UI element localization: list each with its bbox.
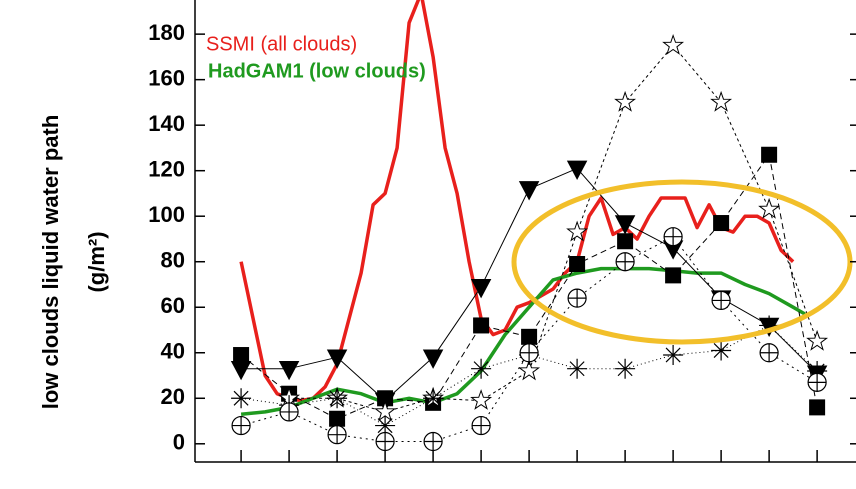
marker-square [809,399,826,416]
marker-square [521,328,538,345]
marker-asterisk [807,360,828,381]
marker-triangle [278,360,300,381]
series-line [239,0,795,403]
y-tick-label: 80 [161,248,185,273]
marker-asterisk [231,388,252,409]
marker-square [761,146,778,163]
marker-triangle [422,349,444,369]
marker-circle-plus [519,343,539,363]
marker-square [329,410,346,427]
marker-triangle [230,360,252,381]
marker-circle-plus [711,290,731,311]
marker-star [470,389,493,410]
marker-triangle [470,279,492,299]
y-tick-label: 140 [148,111,185,136]
marker-square [569,256,586,272]
y-tick-label: 100 [148,202,185,227]
marker-square [617,233,634,250]
marker-asterisk [327,388,348,409]
y-tick-label: 60 [161,293,185,318]
y-axis-title: low clouds liquid water path [38,115,63,410]
marker-circle-plus [327,425,347,445]
marker-circle-plus [807,372,827,392]
marker-star [710,90,733,112]
marker-circle-plus [231,415,251,436]
y-tick-label: 0 [173,430,185,455]
marker-asterisk [471,358,492,379]
marker-circle-plus [615,252,635,272]
marker-circle-plus [423,431,443,452]
series-line [289,45,818,413]
marker-star [614,90,637,112]
marker-square [473,317,490,334]
y-tick-label: 40 [161,339,185,364]
marker-triangle [518,181,540,201]
y-tick-label: 160 [148,65,185,90]
marker-triangle [326,349,348,369]
y-axis-unit: (g/m²) [84,231,109,292]
y-tick-label: 120 [148,157,185,182]
marker-circle-plus [375,431,395,452]
legend-ssmi: SSMI (all clouds) [206,33,357,55]
marker-star [566,220,589,242]
marker-star [758,197,781,219]
plot-area [230,0,829,452]
marker-asterisk [567,358,588,379]
marker-circle-plus [759,343,779,363]
marker-triangle [566,160,588,181]
y-tick-label: 180 [148,20,185,45]
marker-asterisk [375,415,396,436]
marker-square [665,267,682,284]
marker-triangle [614,215,636,235]
marker-asterisk [711,340,732,361]
marker-circle-plus [471,415,491,436]
marker-star [806,329,829,351]
y-tick-label: 20 [161,384,185,409]
marker-asterisk [759,315,780,336]
marker-square [233,347,250,364]
marker-circle-plus [279,402,299,422]
marker-circle-plus [567,288,587,308]
marker-square [377,390,394,407]
legend-hadgam: HadGAM1 (low clouds) [208,60,426,82]
marker-asterisk [423,388,444,409]
marker-square [713,215,730,232]
marker-star [662,33,685,55]
marker-star [518,359,541,381]
marker-circle-plus [663,227,683,247]
highlight-ellipse [511,179,853,345]
marker-asterisk [663,345,684,366]
marker-asterisk [615,358,636,379]
